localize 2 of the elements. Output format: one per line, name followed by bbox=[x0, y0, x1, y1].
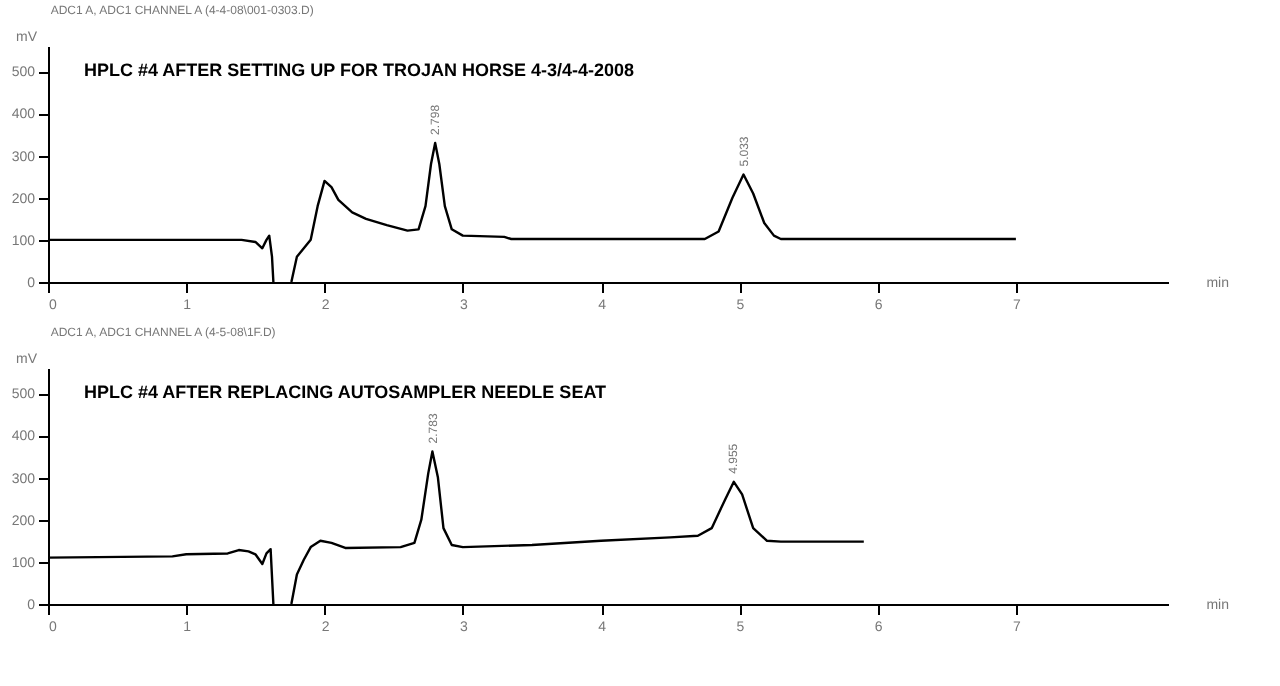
text: HPLC #4 AFTER SETTING UP FOR TROJAN HORSE 4-3/4-4-2008 bbox=[84, 60, 635, 80]
text: HPLC #4 AFTER REPLACING AUTOSAMPLER NEEDLE SEAT bbox=[84, 382, 608, 402]
